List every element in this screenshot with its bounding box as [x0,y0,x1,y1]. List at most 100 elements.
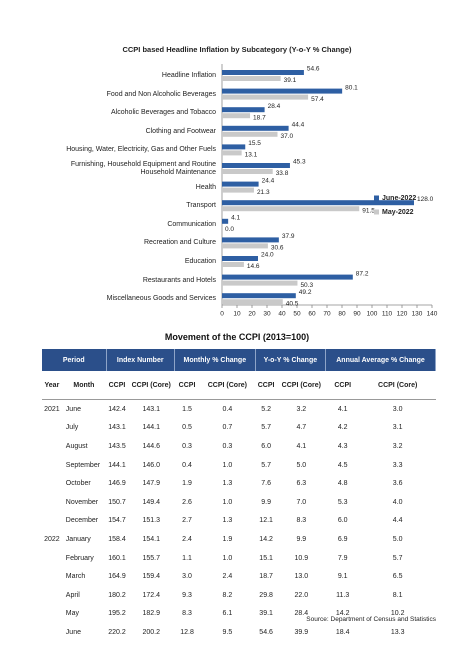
value-cell: 9.9 [261,498,271,506]
value-label: 44.4 [292,122,305,129]
x-tick-label: 130 [412,311,423,318]
value-cell: 15.1 [259,554,273,562]
x-tick-label: 60 [308,311,316,318]
value-cell: 0.5 [182,424,192,432]
value-cell: 13.3 [390,628,405,636]
legend-label: June-2022 [382,195,416,202]
value-label: 18.7 [253,114,266,121]
value-label: 21.3 [257,189,270,196]
value-cell: 158.4 [108,535,126,543]
value-cell: 54.6 [259,628,273,636]
value-cell: 1.3 [222,480,233,488]
value-label: 37.0 [281,133,294,140]
chart-title: CCPI based Headline Inflation by Subcate… [122,45,352,54]
value-label: 39.1 [284,77,297,84]
value-cell: 195.2 [108,610,126,618]
bar [222,237,279,243]
sub-header: CCPI (Core) [277,371,326,400]
value-label: 0.0 [225,226,234,233]
value-cell: 3.0 [182,573,192,581]
value-cell: 1.0 [222,554,233,562]
category-label: Restaurants and Hotels [142,276,216,284]
value-cell: 4.1 [296,442,307,450]
value-label: 15.5 [248,140,261,147]
bar [222,218,229,224]
value-cell: 4.0 [392,498,403,506]
value-cell: 182.9 [142,610,160,618]
month-cell: April [65,591,80,599]
category-label: Alcoholic Beverages and Tobacco [111,109,216,117]
year-cell [42,586,62,605]
value-cell: 9.3 [182,591,192,599]
sub-header: CCPI [325,371,360,400]
value-cell: 6.3 [296,480,307,488]
value-label: 50.3 [300,282,313,289]
value-cell: 9.5 [222,628,233,636]
sub-header: CCPI [174,371,200,400]
month-cell: June [65,628,81,636]
legend-label: May-2022 [382,209,414,216]
value-label: 57.4 [311,96,324,103]
value-cell: 6.0 [337,517,348,525]
table-row: September 144.1 146.0 0.4 1.0 5.7 5.0 4.5 3.3 [42,456,436,475]
value-cell: 8.3 [182,610,192,618]
year-cell [42,474,62,493]
value-label: 14.6 [247,263,260,270]
legend-swatch [374,195,379,201]
value-label: 128.0 [417,196,434,203]
value-cell: 22.0 [294,591,309,599]
value-label: 28.4 [268,103,281,110]
value-cell: 151.3 [142,517,160,525]
month-cell: November [65,498,99,506]
legend-swatch [374,209,379,215]
bar [222,293,296,299]
header-row: Period Index Number Monthly % Change Y-o-Y … [42,349,436,371]
table: Period Index Number Monthly % Change Y-o-Y … [42,349,436,642]
bar [222,125,289,131]
value-cell: 0.7 [222,424,233,432]
value-cell: 144.6 [142,442,160,450]
table-row: June 220.2 200.2 12.8 9.5 54.6 39.9 18.4 13.3 [42,623,436,642]
value-label: 30.6 [271,245,284,252]
value-label: 91.5 [362,207,375,214]
category-label: Clothing and Footwear [145,127,216,135]
table-row: August 143.5 144.6 0.3 0.3 6.0 4.1 4.3 3.2 [42,437,436,456]
value-cell: 0.3 [222,442,233,450]
x-tick-label: 0 [220,311,224,318]
value-cell: 149.4 [142,498,160,506]
category-label: Recreation and Culture [144,239,216,247]
bar [222,70,304,75]
value-label: 24.0 [261,252,274,259]
table-row: 2021 June 142.4 143.1 1.5 0.4 5.2 3.2 4.1 3.0 [42,400,436,419]
value-cell: 3.3 [392,461,403,469]
value-cell: 146.0 [142,461,160,469]
value-cell: 6.1 [222,610,233,618]
table-row: May 195.2 182.9 8.3 6.1 39.1 28.4 14.2 10.2 [42,605,436,624]
category-label: Transport [186,202,216,210]
value-cell: 2.7 [182,517,192,525]
bar [222,169,273,174]
year-cell [42,419,62,438]
value-cell: 5.7 [261,461,271,469]
value-cell: 1.0 [222,461,233,469]
month-cell: August [65,442,88,450]
month-cell: March [65,573,86,581]
x-tick-label: 40 [278,311,286,318]
value-cell: 14.2 [259,535,273,543]
sub-header: CCPI (Core) [127,371,175,400]
value-label: 54.6 [307,66,320,73]
group-header: Index Number [106,349,175,371]
value-cell: 5.0 [296,461,307,469]
year-cell [42,549,62,568]
category-label: Miscellaneous Goods and Services [106,295,216,303]
value-cell: 1.9 [222,535,233,543]
value-cell: 3.0 [392,405,403,413]
bar [222,76,281,81]
year-cell: 2022 [44,535,60,543]
value-cell: 4.8 [337,480,348,488]
x-tick-label: 140 [427,311,438,318]
bar [222,280,298,286]
group-header: Period [42,349,107,371]
category-label: Communication [167,220,216,228]
value-cell: 3.1 [392,424,403,432]
